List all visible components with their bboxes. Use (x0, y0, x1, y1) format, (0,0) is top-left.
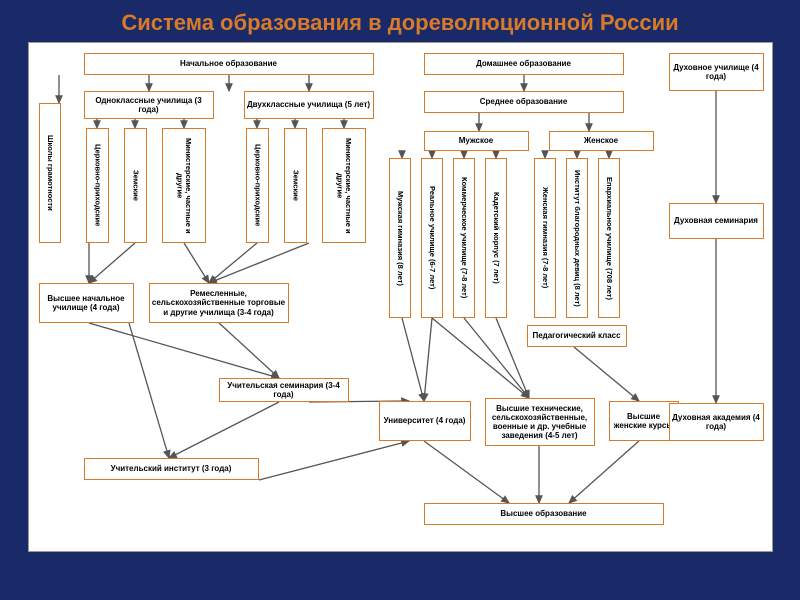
node-n_kk: Кадетский корпус (7 лет) (485, 158, 507, 318)
node-n_primary: Начальное образование (84, 53, 374, 75)
node-n_eu: Епархиальное училище (708 лет) (598, 158, 620, 318)
node-n_highered: Высшее образование (424, 503, 664, 525)
node-n_spirit1: Духовное училище (4 года) (669, 53, 764, 91)
node-n_academy: Духовная академия (4 года) (669, 403, 764, 441)
node-n_highertech: Высшие технические, сельскохозяйственные… (485, 398, 595, 446)
node-n_mg: Мужская гимназия (8 лет) (389, 158, 411, 318)
node-n_male: Мужское (424, 131, 529, 151)
node-n_craft: Ремесленные, сельскохозяйственные торгов… (149, 283, 289, 323)
node-n_cp2: Церковно-приходские (246, 128, 269, 243)
diagram-canvas: Начальное образование Домашнее образовани… (28, 42, 773, 552)
node-n_literacy: Школы грамотности (39, 103, 61, 243)
node-n_cp1: Церковно-приходские (86, 128, 109, 243)
node-n_ze2: Земские (284, 128, 307, 243)
node-n_secondary: Среднее образование (424, 91, 624, 113)
page-title: Система образования в дореволюционной Ро… (0, 0, 800, 42)
node-n_home: Домашнее образование (424, 53, 624, 75)
node-n_seminary: Духовная семинария (669, 203, 764, 239)
node-n_ku: Коммерческое училище (7-8 лет) (453, 158, 475, 318)
node-n_two: Двухклассные училища (5 лет) (244, 91, 374, 119)
node-n_ped: Педагогический класс (527, 325, 627, 347)
node-n_higher_primary: Высшее начальное училище (4 года) (39, 283, 134, 323)
node-n_ru: Реальное училище (6-7 лет) (421, 158, 443, 318)
node-n_mi1: Министерские, частные и другие (162, 128, 206, 243)
node-n_fg: Женская гимназия (7-8 лет) (534, 158, 556, 318)
node-n_teach_sem: Учительская семинария (3-4 года) (219, 378, 349, 402)
node-n_mi2: Министерские, частные и другие (322, 128, 366, 243)
node-n_ze1: Земские (124, 128, 147, 243)
node-n_teach_inst: Учительский институт (3 года) (84, 458, 259, 480)
node-n_female: Женское (549, 131, 654, 151)
node-n_ib: Институт благородных девиц (8 лет) (566, 158, 588, 318)
node-n_one: Одноклассные училища (3 года) (84, 91, 214, 119)
node-n_univ: Университет (4 года) (379, 401, 471, 441)
